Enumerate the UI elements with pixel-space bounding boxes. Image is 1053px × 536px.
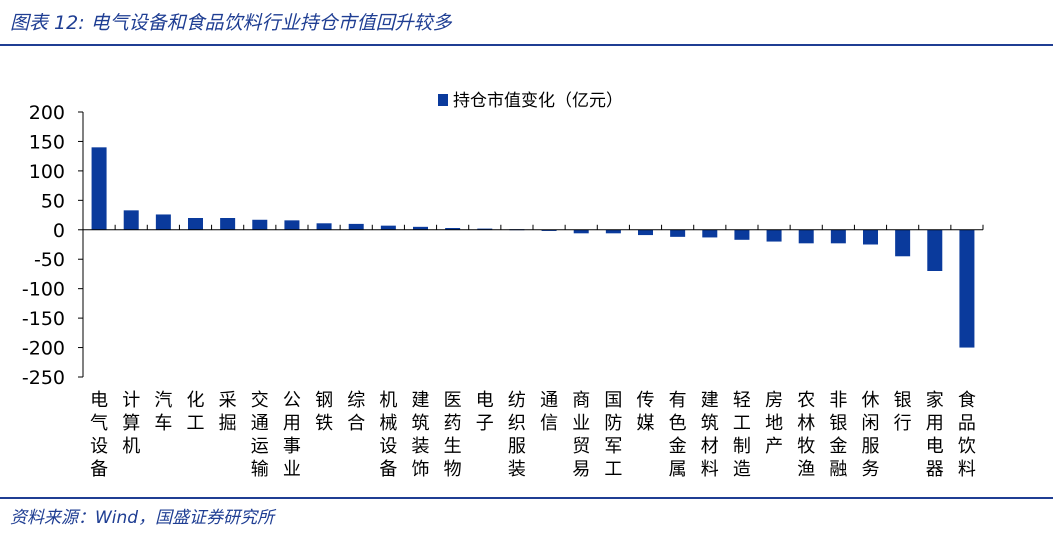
x-axis-ticks (82, 224, 984, 230)
bar-8 (316, 223, 332, 230)
x-category-label: 综合 (347, 390, 365, 434)
y-tick-label: -50 (34, 249, 65, 271)
bar-9 (348, 223, 364, 230)
y-tick-label: 200 (29, 102, 65, 124)
y-tick-label: -250 (22, 367, 65, 389)
bar-22 (766, 229, 782, 242)
bar-2 (123, 210, 139, 230)
bar-28 (959, 229, 975, 348)
x-category-label: 计算机 (122, 390, 140, 457)
bar-25 (863, 229, 878, 245)
source-note: 资料来源：Wind，国盛证券研究所 (10, 508, 275, 528)
y-tick-label: -200 (22, 338, 65, 360)
x-category-label: 采掘 (219, 390, 237, 434)
figure-title: 图表 12: 电气设备和食品饮料行业持仓市值回升较多 (10, 12, 452, 34)
bar-19 (670, 229, 686, 237)
bar-3 (155, 214, 171, 230)
y-tick-label: 100 (29, 161, 65, 183)
bars (91, 147, 975, 348)
x-category-label: 国防军工 (604, 390, 622, 480)
bar-16 (573, 229, 589, 234)
title-rule (0, 44, 1053, 46)
x-category-label: 医药生物 (444, 390, 462, 480)
bar-5 (220, 218, 236, 230)
bar-13 (477, 228, 493, 230)
bar-27 (927, 229, 943, 271)
bar-7 (284, 220, 300, 230)
y-axis: 200 150 100 50 0 -50 -100 -150 -200 -250 (22, 102, 83, 389)
legend-swatch (438, 94, 448, 106)
bar-20 (702, 229, 718, 238)
bar-6 (252, 219, 268, 230)
x-category-label: 休闲服务 (862, 390, 880, 480)
x-category-label: 农林牧渔 (797, 390, 815, 480)
bar-10 (380, 225, 396, 230)
bar-23 (798, 229, 814, 244)
bar-18 (638, 229, 653, 236)
x-category-label: 交通运输 (251, 390, 269, 480)
x-category-label: 房地产 (765, 390, 783, 457)
legend-label: 持仓市值变化（亿元） (453, 91, 623, 111)
x-category-label: 轻工制造 (733, 390, 751, 480)
x-category-label: 建筑材料 (701, 390, 719, 480)
y-tick-label: 50 (41, 190, 65, 212)
x-category-label: 电子 (476, 390, 494, 434)
bar-1 (91, 147, 107, 230)
x-category-label: 家用电器 (926, 390, 944, 480)
bar-21 (734, 229, 750, 240)
bar-12 (445, 228, 461, 230)
x-category-label: 建筑装饰 (412, 390, 430, 480)
x-category-label: 电气设备 (90, 390, 108, 480)
bar-11 (413, 226, 428, 230)
y-tick-label: 0 (53, 220, 65, 242)
y-tick-label: -100 (22, 279, 65, 301)
source-rule (0, 497, 1053, 499)
x-category-label: 传媒 (637, 390, 655, 434)
x-category-label: 钢铁 (315, 390, 333, 434)
bar-26 (895, 229, 911, 257)
x-category-label: 公用事业 (283, 390, 301, 480)
x-category-label: 汽车 (154, 390, 172, 434)
legend: 持仓市值变化（亿元） (438, 91, 623, 111)
x-category-label: 机械设备 (379, 390, 397, 480)
y-tick-label: -150 (22, 308, 65, 330)
x-category-label: 非银金融 (829, 390, 847, 480)
y-tick-label: 150 (29, 131, 65, 153)
bar-17 (605, 229, 621, 234)
bar-4 (188, 218, 203, 230)
x-category-label: 银行 (894, 390, 912, 434)
x-category-label: 有色金属 (669, 390, 687, 480)
x-category-label: 商业贸易 (572, 390, 590, 480)
x-category-label: 纺织服装 (508, 390, 526, 480)
bar-24 (830, 229, 846, 244)
x-axis-labels: 电气设备计算机汽车化工采掘交通运输公用事业钢铁综合机械设备建筑装饰医药生物电子纺… (90, 390, 976, 480)
x-category-label: 食品饮料 (958, 390, 976, 480)
bar-15 (541, 229, 557, 231)
x-category-label: 化工 (187, 390, 205, 434)
x-category-label: 通信 (540, 390, 558, 434)
